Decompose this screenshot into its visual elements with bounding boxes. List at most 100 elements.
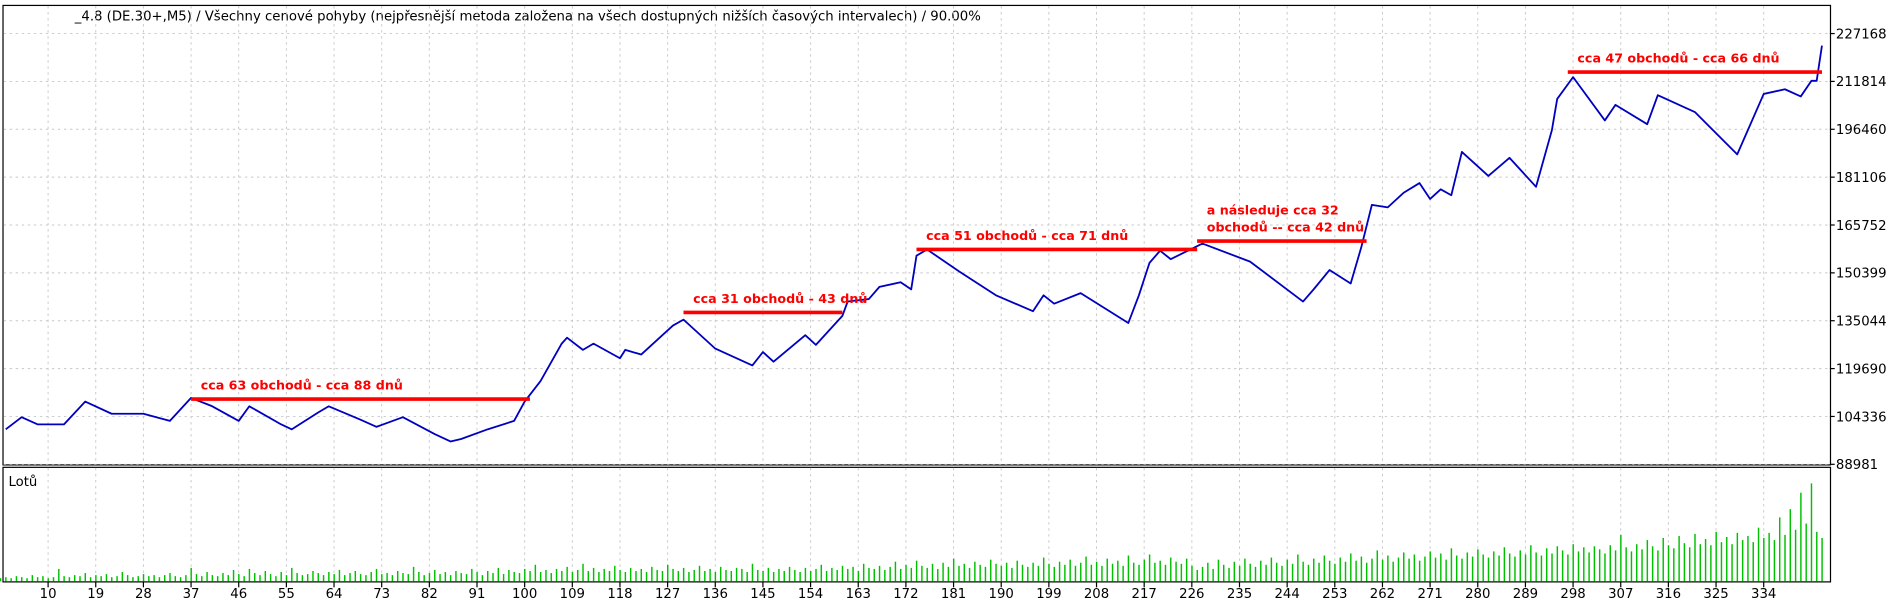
lot-bar [486,570,489,582]
lot-bar [868,567,870,582]
lot-bar [1503,547,1506,582]
lot-bar [291,567,293,582]
lot-bar [1810,483,1813,582]
x-tick-label: 154 [798,587,823,602]
annotation-label: cca 63 obchodů - cca 88 dnů [201,377,403,392]
lot-bar [709,568,711,582]
annotation-label: cca 31 obchodů - 43 dnů [693,291,867,306]
lot-bar [206,572,208,582]
lot-bar [89,577,92,582]
lot-bar [359,574,362,582]
lot-bar [682,567,685,582]
y-tick-label: 181106 [1836,171,1887,186]
lot-bar [116,576,118,582]
balance-line [5,45,1823,443]
x-tick-label: 280 [1465,587,1490,602]
lot-bar [1678,535,1680,582]
y-tick-label: 196460 [1836,123,1887,138]
x-tick-label: 127 [655,587,680,602]
lot-bar [767,567,770,582]
lot-bar [900,568,902,582]
lot-bar [1365,562,1368,582]
lot-bar [26,578,28,582]
lot-bar [15,576,18,582]
lot-bar [1005,562,1008,582]
lot-bar [1313,558,1315,582]
lot-bar [1710,545,1712,582]
lot-bar [1101,565,1103,582]
chart-title: _4.8 (DE.30+,M5) / Všechny cenové pohyby… [74,9,981,25]
x-tick-label: 118 [607,587,632,602]
lot-bar [1551,553,1553,582]
lot-bar [1016,560,1018,582]
lot-bar [1307,564,1310,582]
lot-bar [1344,561,1347,582]
lot-bar [1376,550,1379,582]
lot-bar [873,568,875,582]
lot-bar [884,569,886,582]
lot-bar [1731,544,1733,582]
lot-bar [264,570,267,582]
lot-bar [1265,564,1267,582]
lot-bar [142,574,145,582]
lot-bar [296,573,298,582]
y-tick-label: 227168 [1836,27,1887,42]
lot-bar [211,575,214,582]
lot-bar [1726,536,1728,582]
lot-bar [1424,556,1426,582]
x-tick-label: 145 [750,587,775,602]
lot-bar [825,570,828,582]
lot-bar [47,578,49,582]
lot-bar [1816,531,1818,582]
lot-bar [1461,558,1463,582]
lot-bar [820,564,823,582]
lot-bar [1381,559,1384,582]
lot-bar [915,560,918,582]
lot-bar [386,573,388,582]
lot-bar [1445,559,1447,582]
y-tick-label: 119690 [1836,362,1887,377]
lot-bar [1567,554,1569,582]
lot-bar [1223,564,1225,582]
lot-bar [1667,545,1670,582]
lot-bar [529,570,531,582]
lot-bar [1350,553,1352,582]
lot-bar [1466,552,1469,582]
lot-bar [148,576,150,582]
lot-bar [778,568,780,582]
lot-bar [725,569,727,582]
lot-bar [1053,566,1056,582]
lot-bar [1127,555,1130,582]
lot-bar [1535,552,1537,582]
lot-bar [0,578,2,582]
lot-bar [550,573,552,582]
lot-bar [1011,567,1013,582]
x-tick-label: 253 [1322,587,1347,602]
lot-bar [407,574,410,582]
lot-bar [1090,564,1093,582]
y-tick-label: 165752 [1836,219,1887,234]
lot-bar [762,570,764,582]
lot-bar [1736,532,1739,582]
lot-bar [1339,557,1341,582]
lot-bar [317,573,319,582]
x-tick-label: 190 [989,587,1014,602]
lot-bar [1477,549,1479,582]
lot-bar [1217,559,1220,582]
lot-bar [280,572,282,582]
lot-bar [1111,563,1114,582]
lot-bar [757,569,759,582]
lot-bar [1260,560,1262,582]
lot-bar [338,569,341,582]
lot-bar [1027,566,1029,582]
x-tick-label: 289 [1513,587,1538,602]
lot-bar [1561,550,1564,582]
lot-bar [841,565,844,582]
lot-bar [1699,544,1702,582]
lot-bar [1233,561,1236,582]
lot-bar [1117,560,1119,582]
lot-bar [1297,554,1299,582]
lot-bar [1085,556,1087,582]
lot-bar [381,574,383,582]
lot-bar [254,573,256,582]
